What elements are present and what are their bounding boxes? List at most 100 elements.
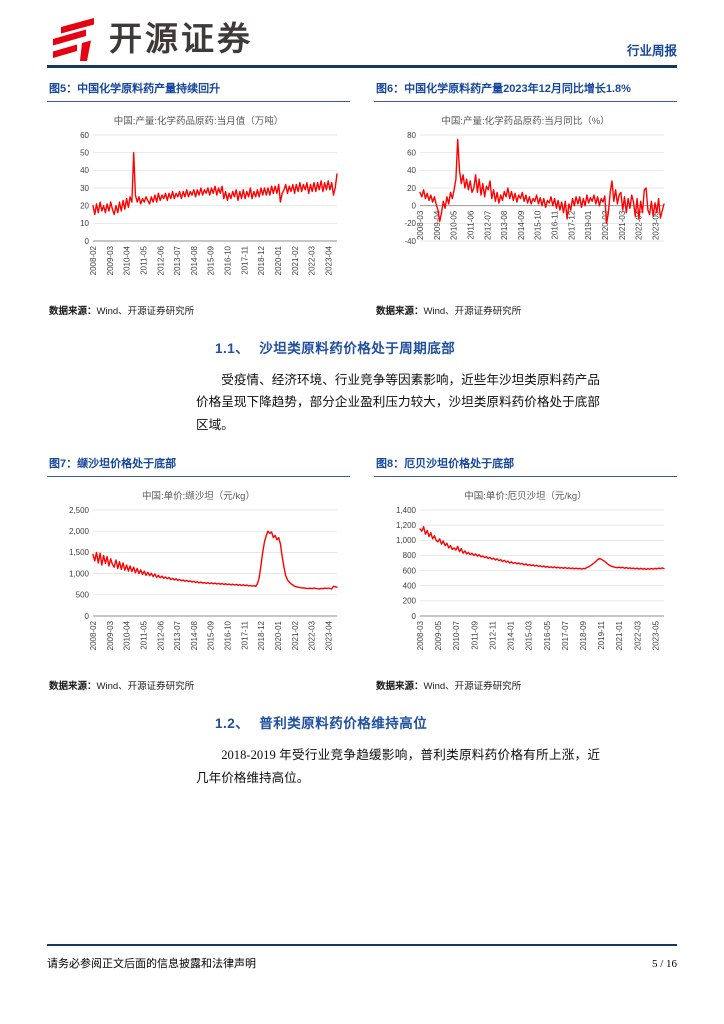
section-body-1-1: 受疫情、经济环境、行业竞争等因素影响，近些年沙坦类原料药产品价格呈现下降趋势，部… xyxy=(196,373,600,432)
svg-text:2015-09: 2015-09 xyxy=(206,245,215,275)
figure-7: 图7：缬沙坦价格处于底部 中国:单价:缬沙坦（元/kg） 0 500 1,000 1,… xyxy=(47,452,350,692)
svg-text:2022-03: 2022-03 xyxy=(307,621,316,651)
svg-text:0: 0 xyxy=(84,612,89,621)
svg-text:2017-07: 2017-07 xyxy=(560,621,569,651)
report-type-label: 行业周报 xyxy=(626,44,677,58)
source-value: Wind、开源证券研究所 xyxy=(96,681,195,693)
figure-caption: 图5：中国化学原料药产量持续回升 xyxy=(47,77,350,102)
svg-text:2012-07: 2012-07 xyxy=(483,210,492,240)
svg-text:80: 80 xyxy=(407,131,416,140)
source-label: 数据来源： xyxy=(49,681,97,693)
chart-plot-svg: 0 200 400 600 800 1,000 1,200 1,400 2008-03 2009-… xyxy=(395,506,665,651)
svg-text:2022-04: 2022-04 xyxy=(634,210,643,240)
section-number: 1.2、 xyxy=(215,716,250,732)
svg-text:2022-03: 2022-03 xyxy=(307,245,316,275)
source-line: 数据来源：Wind、开源证券研究所 xyxy=(47,678,350,692)
section-number: 1.1、 xyxy=(215,341,250,356)
figure-caption: 图8：厄贝沙坦价格处于底部 xyxy=(374,452,677,478)
source-line: 数据来源：Wind、开源证券研究所 xyxy=(374,303,677,317)
svg-text:2014-01: 2014-01 xyxy=(506,621,515,651)
svg-text:2022-03: 2022-03 xyxy=(633,621,642,651)
svg-text:10: 10 xyxy=(80,219,89,228)
svg-text:600: 600 xyxy=(402,567,416,576)
svg-text:2010-04: 2010-04 xyxy=(122,245,131,275)
figure-row-1: 图5：中国化学原料药产量持续回升 中国:产量:化学药品原药:当月值（万吨） 0 1… xyxy=(47,77,677,317)
figure-caption: 图6：中国化学原料药产量2023年12月同比增长1.8% xyxy=(374,77,677,102)
svg-text:2018-12: 2018-12 xyxy=(257,245,266,275)
svg-text:2018-09: 2018-09 xyxy=(579,621,588,651)
chart-figure-5: 0 10 20 30 40 50 60 2008-02 2009-03 2010-04 2011-0… xyxy=(47,129,350,301)
svg-text:2017-11: 2017-11 xyxy=(240,621,249,650)
svg-text:2009-03: 2009-03 xyxy=(105,245,114,275)
svg-text:2008-02: 2008-02 xyxy=(89,621,98,651)
chart-plot-svg: 0 10 20 30 40 50 60 2008-02 2009-03 2010-04 2011-0… xyxy=(80,131,338,275)
svg-text:0: 0 xyxy=(411,201,416,210)
svg-text:2012-06: 2012-06 xyxy=(156,621,165,651)
svg-text:-40: -40 xyxy=(404,237,416,246)
figure-row-2: 图7：缬沙坦价格处于底部 中国:单价:缬沙坦（元/kg） 0 500 1,000 1,… xyxy=(47,452,677,692)
svg-text:2019-01: 2019-01 xyxy=(584,210,593,240)
svg-text:2020-01: 2020-01 xyxy=(274,245,283,275)
svg-text:2009-05: 2009-05 xyxy=(434,621,443,651)
figure-5: 图5：中国化学原料药产量持续回升 中国:产量:化学药品原药:当月值（万吨） 0 1… xyxy=(47,77,350,317)
svg-text:2014-08: 2014-08 xyxy=(189,621,198,651)
svg-text:2010-07: 2010-07 xyxy=(452,621,461,651)
page-footer: 请务必参阅正文后面的信息披露和法律声明 5 / 16 xyxy=(47,944,677,971)
source-line: 数据来源：Wind、开源证券研究所 xyxy=(47,303,350,317)
chart-title: 中国:产量:化学药品原药:当月值（万吨） xyxy=(113,116,284,127)
footer-disclaimer: 请务必参阅正文后面的信息披露和法律声明 xyxy=(47,958,256,970)
source-value: Wind、开源证券研究所 xyxy=(423,681,522,693)
svg-text:1,200: 1,200 xyxy=(395,521,416,530)
svg-text:2011-09: 2011-09 xyxy=(470,621,479,650)
svg-text:60: 60 xyxy=(80,131,89,140)
svg-text:2015-03: 2015-03 xyxy=(524,621,533,651)
svg-text:1,000: 1,000 xyxy=(68,570,89,579)
svg-text:2015-09: 2015-09 xyxy=(206,621,215,651)
svg-text:2023-05: 2023-05 xyxy=(651,621,660,651)
chart-figure-7: 0 500 1,000 1,500 2,000 2,500 2008-02 2009-03 20… xyxy=(47,504,350,676)
chart-figure-8: 0 200 400 600 800 1,000 1,200 1,400 2008-03 2009-… xyxy=(374,504,677,676)
svg-text:2019-11: 2019-11 xyxy=(597,621,606,650)
svg-text:20: 20 xyxy=(80,201,89,210)
chart-plot-svg: -40 -20 0 20 40 60 80 2008-03 2009-04 2010-05 2011… xyxy=(404,131,665,246)
svg-text:2016-05: 2016-05 xyxy=(542,621,551,651)
svg-text:2016-11: 2016-11 xyxy=(550,210,559,239)
svg-text:800: 800 xyxy=(402,551,416,560)
svg-text:2023-04: 2023-04 xyxy=(324,245,333,275)
source-label: 数据来源： xyxy=(376,306,424,317)
svg-text:30: 30 xyxy=(80,184,89,193)
section-title: 沙坦类原料药价格处于周期底部 xyxy=(259,341,456,356)
svg-text:500: 500 xyxy=(75,591,89,600)
svg-text:2011-06: 2011-06 xyxy=(466,210,475,239)
svg-text:40: 40 xyxy=(80,166,89,175)
kaiyuan-logo-icon xyxy=(53,18,94,61)
svg-text:2013-07: 2013-07 xyxy=(173,621,182,651)
header-rule xyxy=(47,65,677,68)
svg-text:2010-05: 2010-05 xyxy=(449,210,458,240)
svg-text:2008-02: 2008-02 xyxy=(89,245,98,275)
svg-text:2015-10: 2015-10 xyxy=(533,210,542,240)
svg-text:400: 400 xyxy=(402,582,416,591)
svg-text:2,000: 2,000 xyxy=(68,527,89,536)
svg-text:1,400: 1,400 xyxy=(395,506,416,515)
brand-name: 开源证券 xyxy=(109,21,253,58)
svg-text:2020-01: 2020-01 xyxy=(274,621,283,651)
svg-text:2011-05: 2011-05 xyxy=(139,245,148,274)
section-heading-1-2: 1.2、 普利类原料药价格维持高位 xyxy=(215,712,677,732)
svg-text:2009-04: 2009-04 xyxy=(432,210,441,240)
brand-logo: 开源证券 xyxy=(47,18,253,62)
svg-text:1,500: 1,500 xyxy=(68,548,89,557)
svg-text:2020-02: 2020-02 xyxy=(601,210,610,240)
svg-text:2016-10: 2016-10 xyxy=(223,621,232,651)
svg-text:60: 60 xyxy=(407,148,416,157)
svg-text:40: 40 xyxy=(407,166,416,175)
section-body-1-2: 2018-2019 年受行业竞争趋缓影响，普利类原料药价格有所上涨，近几年价格维… xyxy=(196,748,600,785)
svg-text:2017-11: 2017-11 xyxy=(240,245,249,274)
figure-8: 图8：厄贝沙坦价格处于底部 中国:单价:厄贝沙坦（元/kg） 0 200 400 60… xyxy=(374,452,677,692)
chart-title: 中国:产量:化学药品原药:当月同比（%） xyxy=(441,116,610,127)
figure-caption: 图7：缬沙坦价格处于底部 xyxy=(47,452,350,478)
section-heading-1-1: 1.1、 沙坦类原料药价格处于周期底部 xyxy=(215,337,677,357)
source-value: Wind、开源证券研究所 xyxy=(96,306,195,317)
svg-text:-20: -20 xyxy=(404,219,416,228)
